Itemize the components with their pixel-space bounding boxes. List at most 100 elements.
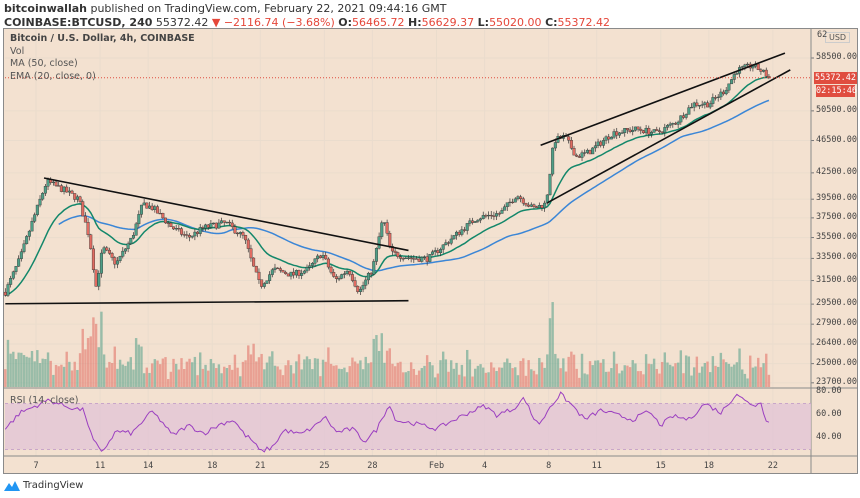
volume-bar bbox=[369, 362, 373, 387]
volume-bar bbox=[327, 347, 330, 387]
volume-bar bbox=[268, 356, 271, 387]
volume-bar bbox=[364, 356, 367, 387]
volume-bar bbox=[188, 358, 191, 387]
candle bbox=[687, 107, 691, 115]
volume-bar bbox=[62, 366, 66, 387]
volume-bar bbox=[591, 365, 594, 387]
candle bbox=[425, 256, 429, 262]
volume-bar bbox=[554, 353, 557, 387]
volume-bar bbox=[340, 369, 343, 387]
candle bbox=[567, 136, 571, 141]
open-label: O: bbox=[338, 16, 353, 29]
candle bbox=[417, 258, 421, 262]
volume-bar bbox=[393, 366, 397, 387]
candle bbox=[484, 215, 488, 217]
candle bbox=[252, 257, 256, 267]
volume-bar bbox=[137, 344, 141, 387]
volume-bar bbox=[714, 365, 717, 387]
candle bbox=[265, 280, 269, 284]
volume-bar bbox=[343, 367, 346, 387]
candle bbox=[641, 130, 645, 134]
candle bbox=[268, 274, 272, 281]
volume-bar bbox=[28, 357, 31, 387]
ma-50-line bbox=[58, 99, 770, 272]
time-tick: 8 bbox=[546, 461, 552, 471]
volume-bar bbox=[503, 362, 506, 387]
volume-bar bbox=[415, 374, 418, 387]
legend-volume[interactable]: Vol bbox=[10, 45, 25, 57]
candle bbox=[422, 256, 426, 258]
volume-bar bbox=[375, 335, 378, 387]
candle bbox=[535, 206, 539, 208]
candle bbox=[473, 221, 477, 223]
publish-info: bitcoinwallah published on TradingView.c… bbox=[4, 2, 446, 15]
volume-bar bbox=[452, 368, 456, 387]
volume-bar bbox=[367, 363, 370, 387]
candle bbox=[249, 248, 253, 259]
candle bbox=[492, 215, 496, 217]
volume-bar bbox=[158, 364, 162, 387]
volume-bar bbox=[233, 354, 237, 387]
candle bbox=[321, 255, 325, 258]
candle bbox=[703, 102, 707, 105]
chart-frame[interactable] bbox=[3, 28, 858, 474]
volume-bar bbox=[57, 366, 60, 387]
candle bbox=[593, 145, 597, 149]
candle bbox=[115, 260, 119, 265]
volume-bar bbox=[6, 339, 10, 387]
candle bbox=[575, 154, 579, 157]
price-tick: 50500.00 bbox=[816, 104, 857, 115]
legend-rsi[interactable]: RSI (14, close) bbox=[10, 395, 79, 406]
candle bbox=[204, 224, 208, 229]
candle bbox=[412, 258, 416, 260]
candle bbox=[97, 273, 101, 287]
volume-bar bbox=[602, 359, 605, 387]
candle bbox=[324, 255, 328, 260]
candle bbox=[19, 251, 23, 259]
volume-bar bbox=[700, 366, 704, 387]
volume-bar bbox=[538, 357, 541, 387]
author-name[interactable]: bitcoinwallah bbox=[4, 2, 87, 15]
volume-bar bbox=[110, 362, 114, 387]
candle bbox=[172, 226, 176, 230]
candle bbox=[732, 74, 736, 80]
volume-bar bbox=[153, 359, 157, 387]
candle bbox=[340, 274, 344, 279]
legend-ma[interactable]: MA (50, close) bbox=[10, 58, 78, 69]
candle bbox=[94, 269, 98, 287]
price-tick: 35500.00 bbox=[816, 231, 857, 242]
candle bbox=[284, 271, 288, 275]
volume-bar bbox=[185, 361, 189, 387]
volume-bar bbox=[377, 350, 381, 387]
volume-bar bbox=[12, 351, 15, 387]
candle bbox=[751, 66, 755, 69]
candle bbox=[625, 128, 629, 131]
tradingview-logo[interactable]: TradingView bbox=[4, 480, 83, 491]
volume-bar bbox=[372, 338, 375, 387]
candle bbox=[767, 75, 771, 78]
volume-bar bbox=[199, 352, 202, 387]
volume-bar bbox=[180, 358, 183, 387]
volume-bar bbox=[279, 369, 282, 387]
volume-bar bbox=[116, 368, 119, 387]
volume-bar bbox=[105, 367, 108, 387]
candle bbox=[406, 257, 410, 259]
candle bbox=[54, 181, 58, 186]
volume-bar bbox=[628, 367, 632, 387]
volume-bar bbox=[749, 355, 752, 387]
volume-bar bbox=[22, 355, 26, 387]
volume-bar bbox=[86, 338, 90, 387]
volume-bar bbox=[169, 371, 173, 387]
legend-ema[interactable]: EMA (20, close, 0) bbox=[10, 70, 96, 82]
candle bbox=[196, 231, 200, 234]
candle bbox=[313, 258, 317, 264]
candle bbox=[708, 103, 712, 108]
candle bbox=[260, 279, 264, 287]
volume-bar bbox=[84, 349, 87, 387]
volume-bar bbox=[30, 350, 34, 387]
candle bbox=[727, 83, 731, 91]
volume-bar bbox=[196, 375, 199, 387]
candle bbox=[620, 132, 624, 134]
currency-button[interactable]: USD bbox=[825, 32, 851, 43]
